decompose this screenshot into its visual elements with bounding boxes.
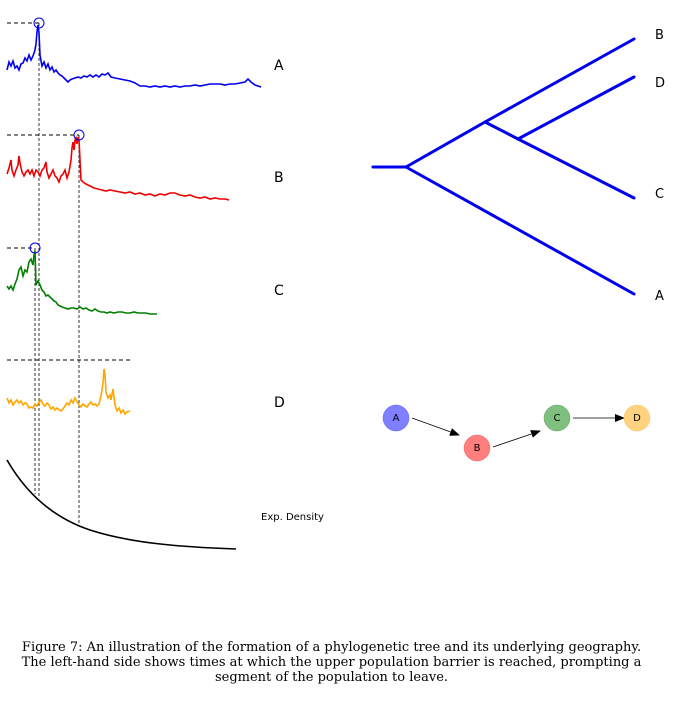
network-node-label-b: B <box>474 443 481 454</box>
network-node-c <box>543 404 571 432</box>
series-b-trace <box>6 135 230 201</box>
phylogenetic-tree <box>371 37 636 296</box>
tree-branch-dc <box>483 120 520 141</box>
peak-marker-a <box>33 17 45 29</box>
series-a-trace <box>6 24 262 88</box>
tree-leaf-label-b: B <box>655 28 664 43</box>
series-label-d: D <box>274 395 285 411</box>
exp-density-curve <box>6 459 237 550</box>
network-node-a <box>382 404 410 432</box>
series-d-trace <box>6 368 131 416</box>
peak-marker-c <box>29 242 41 254</box>
tree-branch-b <box>483 37 636 124</box>
tree-branch-d <box>516 75 636 141</box>
series-label-c: C <box>274 283 284 299</box>
migration-arrow-a-b <box>411 417 460 436</box>
figure-caption: Figure 7: An illustration of the formati… <box>21 640 642 685</box>
tree-leaf-label-a: A <box>655 289 664 304</box>
tree-leaf-label-d: D <box>655 76 665 91</box>
tree-branch-a <box>404 165 636 296</box>
network-node-label-c: C <box>554 413 561 424</box>
network-node-b <box>463 434 491 462</box>
peak-marker-b <box>73 129 85 141</box>
tree-branch-upper <box>404 120 487 169</box>
network-node-label-d: D <box>633 413 641 424</box>
migration-arrow-b-c <box>492 430 541 448</box>
tree-leaf-label-c: C <box>655 187 664 202</box>
network-node-d <box>623 404 651 432</box>
network-node-label-a: A <box>393 413 400 424</box>
series-label-b: B <box>274 170 284 186</box>
exp-density-label: Exp. Density <box>261 512 324 523</box>
series-c-trace <box>6 250 157 315</box>
tree-branch-c <box>516 137 636 200</box>
series-label-a: A <box>274 58 284 74</box>
